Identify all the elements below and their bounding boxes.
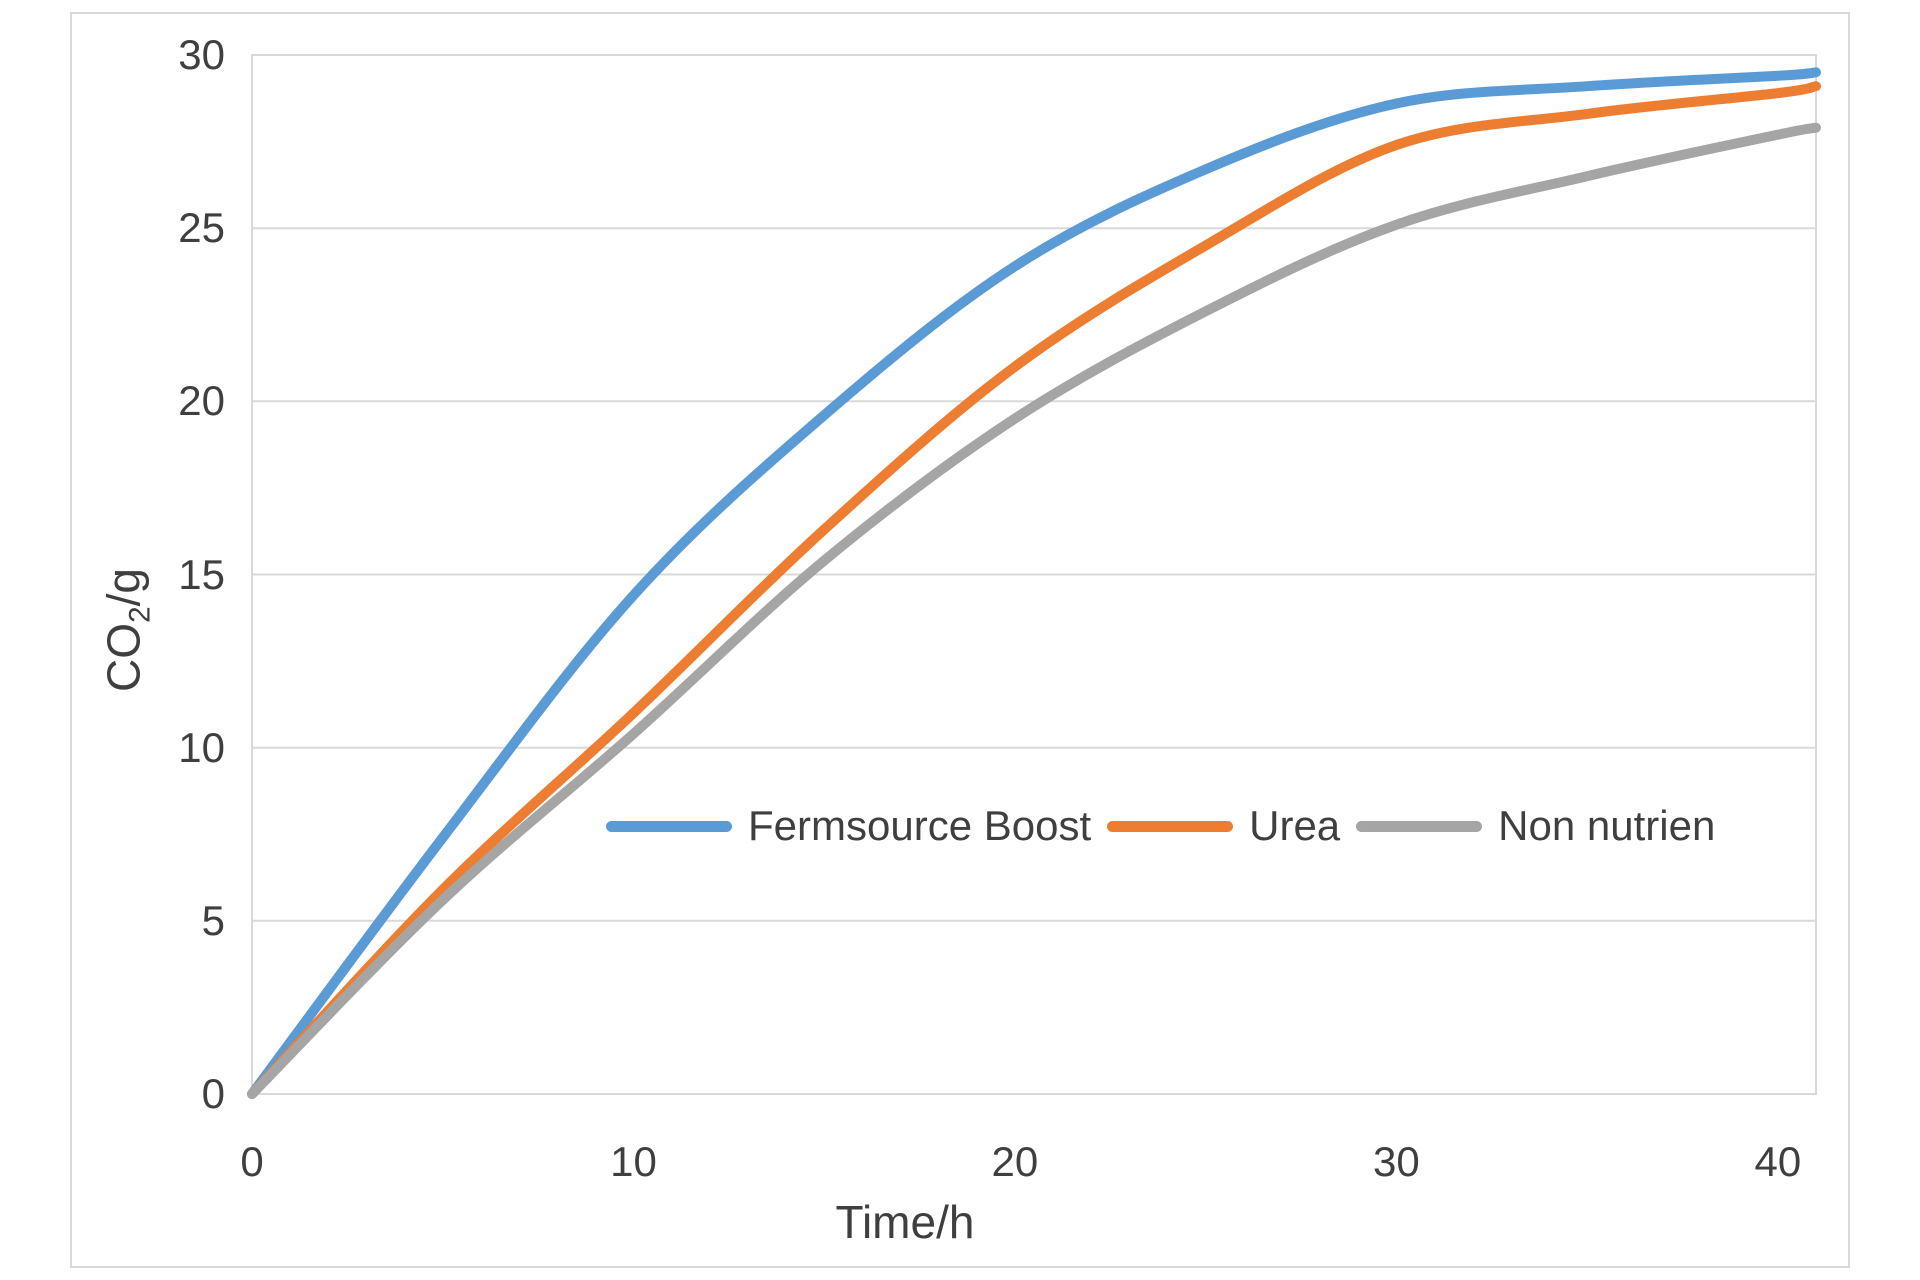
series-lines (247, 67, 1821, 1099)
legend-line-marker (1356, 820, 1483, 832)
legend-line-marker (1107, 820, 1234, 832)
legend-label: Urea (1249, 802, 1341, 849)
y-axis-title-base: CO (97, 623, 150, 693)
y-tick-label-10: 10 (178, 723, 225, 771)
legend-item-urea: Urea (1107, 802, 1340, 850)
y-tick-label-0: 0 (201, 1070, 225, 1117)
y-axis-title: CO2/g (96, 568, 157, 692)
x-tick-label-40: 40 (1754, 1138, 1802, 1185)
series-line-non-nutrien (247, 122, 1821, 1099)
gridlines (252, 54, 1816, 1095)
x-tick-label-20: 20 (991, 1138, 1039, 1185)
legend-label: Fermsource Boost (748, 802, 1092, 849)
series-line-urea (247, 81, 1821, 1099)
legend: Fermsource Boost Urea Non nutrien (606, 798, 1715, 854)
y-tick-label-5: 5 (201, 896, 225, 944)
series-line-fermsource-boost (247, 67, 1821, 1099)
plot-border (251, 54, 1817, 1095)
legend-label: Non nutrien (1498, 802, 1716, 849)
y-axis-title-subscript: 2 (123, 606, 157, 624)
x-axis-title: Time/h (835, 1196, 975, 1248)
x-tick-label-0: 0 (240, 1138, 264, 1185)
y-axis-title-rest: /g (97, 567, 150, 607)
legend-item-non-nutrien: Non nutrien (1356, 802, 1715, 850)
x-tick-label-30: 30 (1373, 1138, 1420, 1185)
y-tick-label-20: 20 (178, 377, 225, 425)
x-tick-label-10: 10 (610, 1138, 657, 1185)
chart-frame (70, 12, 1850, 1268)
legend-line-marker (606, 820, 732, 832)
y-tick-label-25: 25 (178, 204, 225, 252)
y-tick-label-15: 15 (178, 550, 225, 598)
legend-item-fermsource-boost: Fermsource Boost (606, 802, 1091, 850)
y-tick-label-30: 30 (178, 31, 225, 78)
